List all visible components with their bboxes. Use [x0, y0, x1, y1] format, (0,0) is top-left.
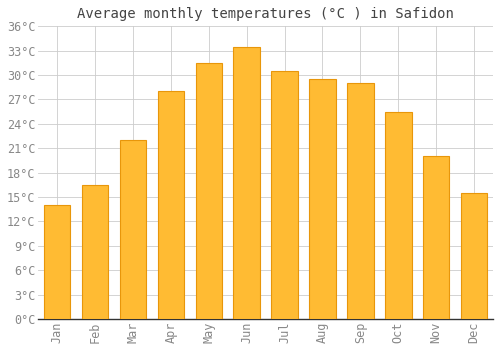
- Bar: [82, 185, 108, 319]
- Bar: [385, 112, 411, 319]
- Bar: [158, 91, 184, 319]
- Bar: [309, 79, 336, 319]
- Bar: [234, 47, 260, 319]
- Bar: [196, 63, 222, 319]
- Bar: [272, 71, 298, 319]
- Title: Average monthly temperatures (°C ) in Safidon: Average monthly temperatures (°C ) in Sa…: [77, 7, 454, 21]
- Bar: [423, 156, 450, 319]
- Bar: [347, 83, 374, 319]
- Bar: [120, 140, 146, 319]
- Bar: [44, 205, 70, 319]
- Bar: [461, 193, 487, 319]
